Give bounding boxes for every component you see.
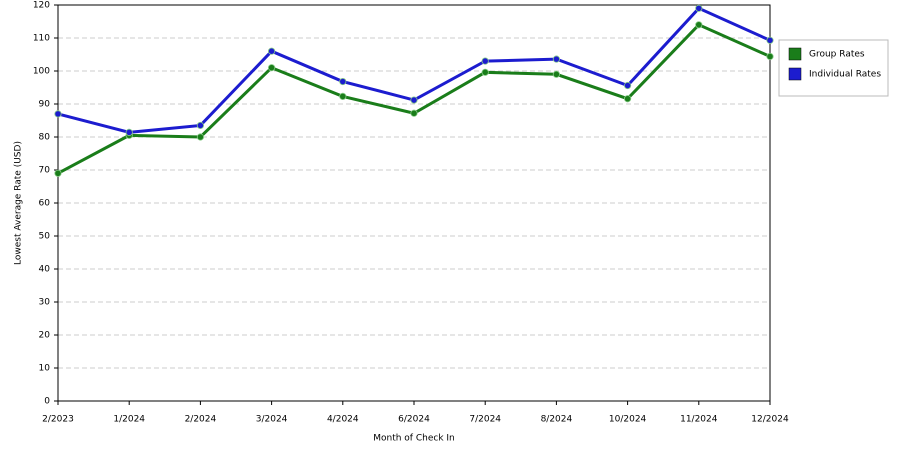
y-tick-label: 100 <box>33 67 50 77</box>
data-point <box>267 64 276 72</box>
y-tick-label: 10 <box>39 364 51 374</box>
y-tick-label: 90 <box>39 100 51 110</box>
data-point <box>267 47 276 55</box>
data-point <box>339 77 347 86</box>
data-point <box>695 4 703 12</box>
data-point <box>552 70 561 78</box>
x-tick-label: 7/2024 <box>469 415 501 425</box>
y-tick-label: 50 <box>39 232 51 242</box>
y-tick-label: 20 <box>39 331 51 341</box>
x-tick-label: 8/2024 <box>541 415 573 425</box>
legend-label: Group Rates <box>809 50 865 60</box>
legend-swatch <box>788 67 802 81</box>
data-point <box>695 21 703 29</box>
data-point <box>410 109 418 117</box>
data-point <box>552 55 561 63</box>
legend-label: Individual Rates <box>809 70 881 80</box>
x-tick-label: 12/2024 <box>751 415 789 425</box>
x-tick-label: 3/2024 <box>256 415 288 425</box>
y-tick-label: 120 <box>33 1 50 11</box>
y-tick-label: 0 <box>44 397 50 407</box>
data-point <box>766 36 774 44</box>
legend-swatch <box>788 47 802 61</box>
data-point <box>410 96 418 104</box>
y-tick-label: 40 <box>39 265 51 275</box>
y-tick-label: 30 <box>39 298 51 308</box>
data-point <box>54 110 62 118</box>
data-point <box>339 92 347 101</box>
data-point <box>766 52 774 61</box>
x-tick-label: 2/2023 <box>42 415 74 425</box>
data-point <box>196 121 204 130</box>
x-tick-label: 6/2024 <box>398 415 430 425</box>
y-tick-label: 70 <box>39 166 51 176</box>
y-tick-label: 80 <box>39 133 51 143</box>
data-point <box>196 133 204 141</box>
data-point <box>623 95 632 103</box>
x-tick-label: 1/2024 <box>113 415 145 425</box>
x-tick-label: 11/2024 <box>680 415 718 425</box>
x-tick-label: 10/2024 <box>609 415 647 425</box>
data-point <box>623 81 632 90</box>
data-point <box>125 128 133 136</box>
x-axis-label: Month of Check In <box>373 434 455 444</box>
x-tick-label: 4/2024 <box>327 415 359 425</box>
data-point <box>481 57 489 65</box>
y-axis-label: Lowest Average Rate (USD) <box>14 141 24 265</box>
data-point <box>54 169 62 177</box>
x-tick-label: 2/2024 <box>185 415 217 425</box>
y-tick-label: 110 <box>33 34 50 44</box>
y-tick-label: 60 <box>39 199 51 209</box>
data-point <box>481 68 489 76</box>
